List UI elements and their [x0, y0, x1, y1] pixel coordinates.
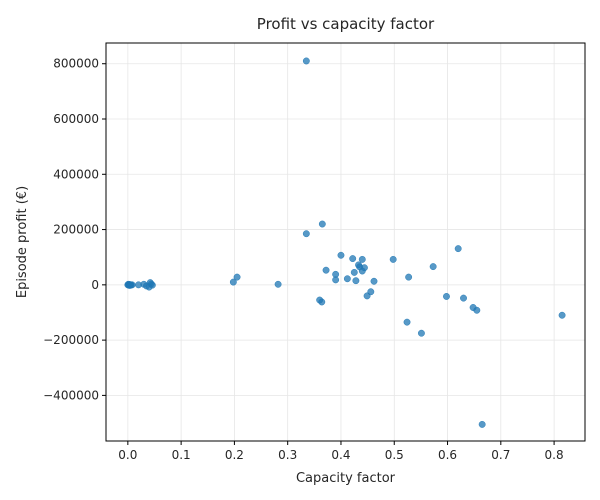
- data-point: [233, 273, 241, 281]
- plot-frame: [105, 42, 586, 442]
- y-tick-label: 800000: [53, 57, 99, 71]
- y-tick-label: −400000: [43, 388, 99, 402]
- data-points: [124, 57, 566, 428]
- data-point: [128, 281, 136, 289]
- data-point: [352, 277, 360, 285]
- y-axis-ticks: −400000 −200000 0 200000 400000 600000 800000: [43, 57, 106, 402]
- data-point: [454, 245, 462, 253]
- data-point: [302, 230, 310, 238]
- data-point: [478, 420, 486, 428]
- y-tick-label: 600000: [53, 112, 99, 126]
- data-point: [429, 263, 437, 271]
- data-point: [332, 270, 340, 278]
- y-tick-label: 400000: [53, 167, 99, 181]
- x-tick-label: 0.8: [545, 448, 564, 462]
- data-point: [358, 255, 366, 263]
- data-point: [350, 268, 358, 276]
- x-tick-label: 0.1: [172, 448, 191, 462]
- data-point: [370, 277, 378, 285]
- x-tick-label: 0.5: [385, 448, 404, 462]
- data-point: [302, 57, 310, 65]
- data-point: [417, 329, 425, 337]
- data-point: [343, 275, 351, 283]
- chart-title: Profit vs capacity factor: [257, 15, 435, 33]
- data-point: [318, 220, 326, 228]
- data-point: [558, 311, 566, 319]
- data-point: [473, 306, 481, 314]
- x-tick-label: 0.2: [225, 448, 244, 462]
- y-axis-label: Episode profit (€): [15, 186, 30, 298]
- data-point: [360, 264, 368, 272]
- data-point: [405, 273, 413, 281]
- data-point: [337, 251, 345, 259]
- data-point: [229, 278, 237, 286]
- data-point: [403, 318, 411, 326]
- data-point: [318, 298, 326, 306]
- grid: [106, 43, 585, 441]
- x-tick-label: 0.6: [438, 448, 457, 462]
- y-tick-label: 0: [91, 278, 99, 292]
- data-point: [148, 281, 156, 289]
- x-tick-label: 0.7: [491, 448, 510, 462]
- data-point: [274, 280, 282, 288]
- x-axis-label: Capacity factor: [296, 471, 396, 486]
- data-point: [443, 292, 450, 300]
- y-tick-label: 200000: [53, 223, 99, 237]
- data-point: [349, 255, 357, 263]
- data-point: [389, 255, 397, 263]
- data-point: [460, 294, 467, 302]
- x-tick-label: 0.4: [331, 448, 350, 462]
- x-tick-label: 0.3: [278, 448, 297, 462]
- x-tick-label: 0.0: [118, 448, 137, 462]
- x-axis-ticks: 0.0 0.1 0.2 0.3 0.4 0.5 0.6 0.7 0.8: [118, 441, 564, 462]
- y-tick-label: −200000: [43, 333, 99, 347]
- data-point: [322, 266, 330, 274]
- data-point: [367, 288, 375, 296]
